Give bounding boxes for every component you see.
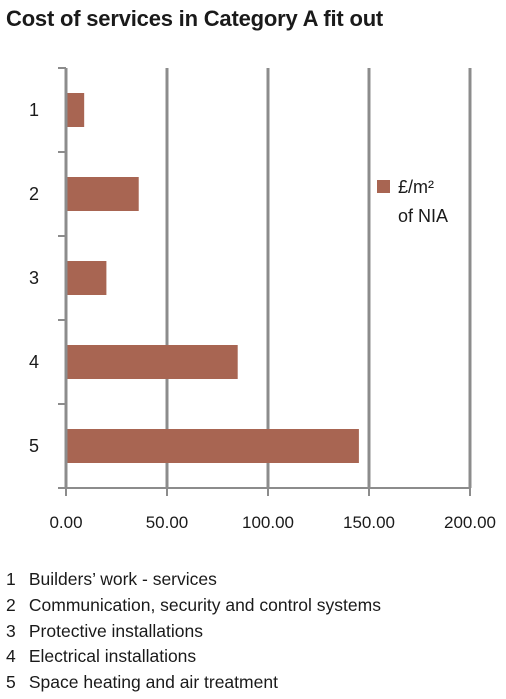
x-tick-label: 0.00	[49, 513, 82, 532]
category-key-text: Builders’ work - services	[28, 569, 217, 589]
y-tick-label: 2	[29, 184, 39, 204]
category-key-text: Electrical installations	[28, 646, 197, 667]
category-key-item: 2 Communication, security and control sy…	[6, 593, 381, 619]
x-tick-label: 100.00	[242, 513, 294, 532]
category-key-item: 4 Electrical installations	[6, 644, 381, 670]
category-key-number: 5	[6, 672, 16, 693]
category-key-text: Protective installations	[28, 620, 203, 641]
legend-label: £/m²	[398, 177, 434, 197]
y-tick-label: 1	[29, 100, 39, 120]
category-key-number: 1	[6, 569, 16, 589]
bar-chart: 0.00 50.00 100.00 150.00 200.00 1 2 3 4 5 £/m² of N…	[29, 67, 496, 532]
bar	[67, 93, 85, 127]
category-key-text: Space heating and air treatment	[28, 672, 278, 693]
y-tick-label: 5	[29, 436, 39, 456]
category-key-number: 4	[6, 646, 16, 667]
category-key-text: Communication, security and control syst…	[28, 594, 381, 615]
category-key-item: 1 Builders’ work - services	[6, 567, 381, 593]
bar	[67, 429, 359, 463]
chart-title: Cost of services in Category A fit out	[6, 6, 384, 31]
y-tick-label: 4	[29, 352, 39, 372]
category-key-number: 2	[6, 594, 16, 615]
x-tick-label: 200.00	[444, 513, 496, 532]
category-key-item: 3 Protective installations	[6, 619, 381, 645]
x-tick-label: 150.00	[343, 513, 395, 532]
category-key: 1 Builders’ work - services 2 Communicat…	[6, 567, 381, 696]
bar	[67, 261, 107, 295]
y-tick-label: 3	[29, 268, 39, 288]
legend-swatch	[377, 180, 390, 193]
legend-label: of NIA	[398, 206, 448, 226]
category-key-item: 5 Space heating and air treatment	[6, 670, 381, 696]
x-tick-label: 50.00	[146, 513, 189, 532]
category-key-number: 3	[6, 620, 16, 641]
bar	[67, 177, 139, 211]
bar	[67, 345, 238, 379]
